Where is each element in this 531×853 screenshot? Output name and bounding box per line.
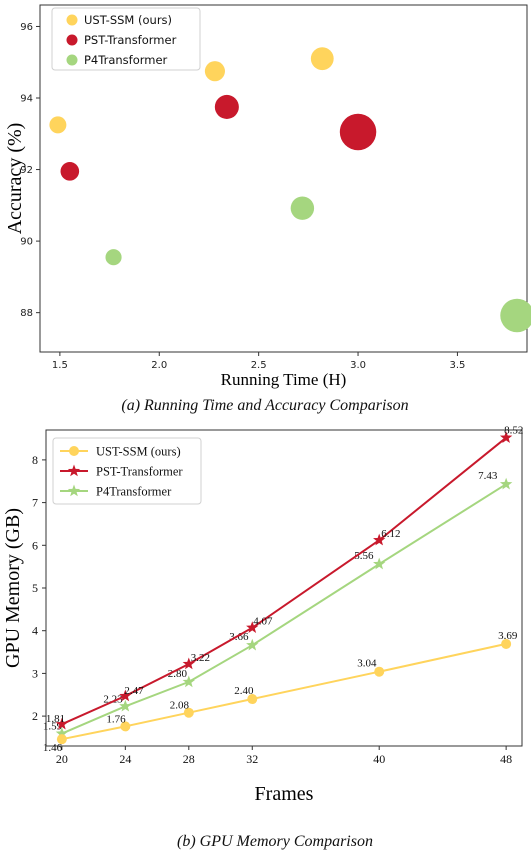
x-tick-label: 1.5	[52, 360, 68, 371]
x-axis-title: Running Time (H)	[221, 370, 347, 389]
data-point	[55, 717, 69, 730]
data-point	[374, 666, 385, 677]
series-line	[61, 642, 507, 741]
y-tick-label: 7	[32, 496, 38, 510]
series-line	[61, 436, 507, 726]
legend-label: PST-Transformer	[96, 465, 183, 479]
x-tick-label: 3.0	[350, 360, 366, 371]
legend-box	[52, 437, 202, 505]
caption-b: (b) GPU Memory Comparison	[177, 833, 373, 850]
data-label: 1.76	[106, 713, 126, 725]
data-point	[247, 694, 258, 705]
data-label: 3.22	[191, 652, 210, 664]
legend-label: P4Transformer	[84, 53, 168, 67]
data-label: 1.46	[43, 742, 63, 754]
data-label: 3.69	[498, 630, 518, 642]
x-axis-title: Frames	[255, 783, 314, 805]
data-point	[499, 431, 513, 443]
scatter-point	[290, 196, 315, 220]
line-chart-gpu-memory: 20 24 28 32 40 48 2 3 4 5 6 7 8 Frames GPU Memory (GB)…	[2, 425, 523, 850]
data-label: 7.43	[478, 470, 498, 482]
data-label: 2.23	[103, 693, 123, 705]
data-point	[119, 699, 132, 712]
y-tick-label: 92	[20, 165, 33, 176]
x-tick-label: 2.5	[251, 360, 267, 371]
x-tick-label: 28	[183, 752, 195, 766]
legend-marker	[66, 34, 78, 46]
data-point	[246, 638, 259, 651]
data-point	[182, 657, 195, 670]
y-tick-label: 88	[20, 308, 33, 319]
scatter-point	[49, 116, 67, 134]
y-tick-label: 5	[32, 581, 38, 595]
y-tick-label: 96	[20, 22, 33, 33]
legend: UST-SSM (ours) PST-Transformer P4Transform…	[51, 7, 201, 71]
data-label: 2.80	[168, 668, 188, 680]
y-tick-label: 3	[32, 666, 38, 680]
data-point	[499, 477, 513, 490]
x-tick-label: 40	[373, 752, 385, 766]
x-tick-label: 20	[56, 752, 68, 766]
x-tick-label: 48	[500, 752, 512, 766]
legend-box	[51, 7, 201, 71]
y-tick-label: 2	[32, 709, 38, 723]
legend: UST-SSM (ours) PST-Transformer P4Transform…	[52, 437, 202, 505]
y-axis-title: GPU Memory (GB)	[2, 508, 24, 668]
scatter-point	[339, 113, 377, 151]
legend-marker	[67, 464, 81, 477]
scatter-point	[500, 298, 531, 333]
data-label: 2.08	[170, 700, 190, 712]
data-point	[56, 734, 67, 745]
scatter-point	[60, 162, 80, 181]
data-point	[501, 638, 512, 649]
data-label: 8.52	[504, 425, 523, 437]
data-point	[373, 533, 386, 546]
x-tick-label: 24	[119, 752, 131, 766]
data-label: 2.47	[124, 685, 144, 697]
caption-a: (a) Running Time and Accuracy Comparison	[121, 397, 408, 414]
scatter-point	[214, 94, 239, 119]
data-label: 6.12	[381, 528, 400, 540]
y-tick-label: 90	[20, 237, 33, 248]
legend-marker	[67, 484, 81, 497]
legend-marker	[66, 54, 78, 66]
scatter-chart-running-time-accuracy: 1.5 2.0 2.5 3.0 3.5 88 90 92 94 96 Running Time (H…	[4, 4, 531, 414]
data-point	[183, 707, 194, 718]
data-label: 4.07	[253, 616, 273, 628]
legend-label: P4Transformer	[96, 485, 172, 499]
data-label: 2.40	[234, 685, 254, 697]
x-tick-label: 2.0	[151, 360, 167, 371]
data-label: 3.04	[357, 658, 377, 670]
y-tick-label: 94	[20, 94, 33, 105]
plot-frame	[39, 4, 528, 353]
y-tick-label: 8	[32, 453, 38, 467]
series-line	[61, 483, 507, 735]
y-tick-label: 6	[32, 538, 38, 552]
data-point	[55, 727, 69, 739]
data-point	[373, 557, 386, 570]
data-point	[120, 721, 131, 732]
legend-marker	[69, 446, 79, 456]
x-tick-label: 32	[246, 752, 258, 766]
scatter-point	[105, 249, 122, 266]
y-axis-title: Accuracy (%)	[4, 123, 26, 235]
data-label: 3.66	[229, 631, 249, 643]
y-tick-label: 4	[32, 624, 38, 638]
legend-label: UST-SSM (ours)	[84, 13, 172, 27]
data-label: 1.81	[46, 713, 65, 725]
legend-label: UST-SSM (ours)	[96, 445, 181, 459]
scatter-point	[204, 61, 225, 82]
legend-label: PST-Transformer	[84, 33, 177, 47]
legend-marker	[66, 14, 78, 26]
x-tick-label: 3.5	[449, 360, 465, 371]
data-point	[182, 675, 195, 688]
data-point	[246, 621, 259, 633]
scatter-point	[310, 47, 334, 71]
data-point	[119, 689, 132, 702]
